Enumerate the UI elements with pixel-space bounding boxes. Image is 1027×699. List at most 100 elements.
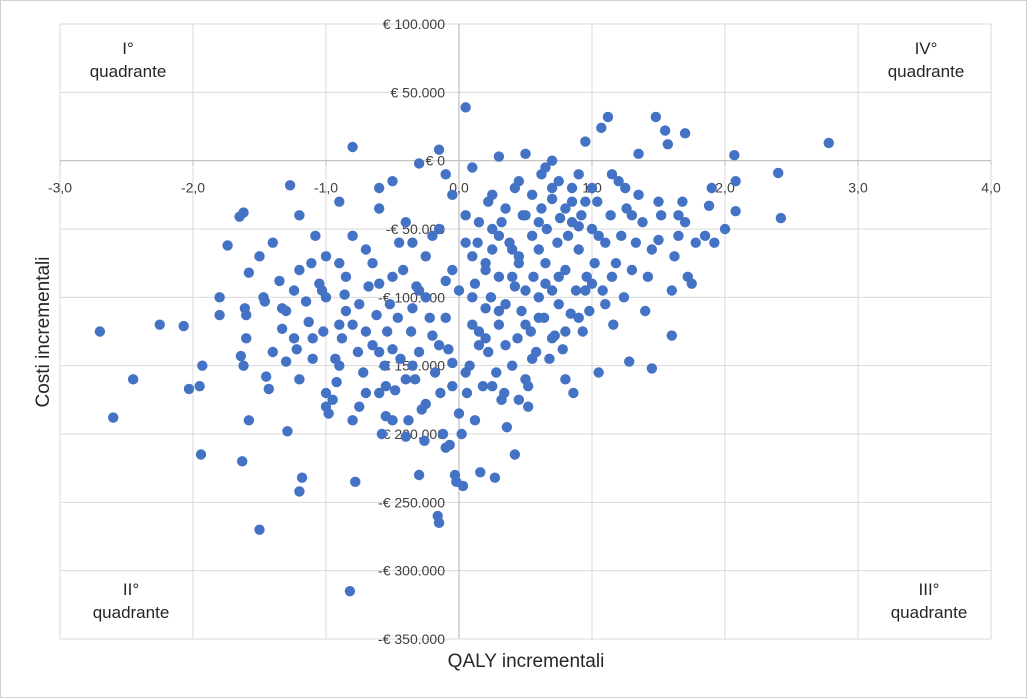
data-point — [703, 200, 715, 211]
data-point — [618, 292, 630, 303]
data-point — [243, 267, 255, 278]
data-point — [546, 333, 558, 344]
data-point — [376, 428, 388, 440]
data-point — [358, 367, 369, 378]
data-point — [473, 326, 485, 337]
data-point — [473, 339, 485, 351]
data-point — [433, 517, 445, 529]
data-point — [194, 380, 205, 392]
data-point — [214, 292, 225, 303]
data-point — [387, 175, 398, 187]
data-point — [473, 216, 485, 228]
data-point — [387, 415, 398, 426]
x-tick-label: -2,0 — [181, 180, 205, 196]
data-point — [407, 360, 418, 371]
data-point — [472, 237, 483, 248]
data-point — [655, 210, 667, 221]
data-point — [447, 357, 458, 369]
data-point — [294, 210, 305, 221]
y-tick-label: -€ 350.000 — [378, 631, 445, 647]
data-point — [513, 394, 525, 406]
data-point — [633, 189, 644, 201]
data-point — [360, 244, 372, 255]
data-point — [673, 210, 684, 221]
data-point — [610, 257, 622, 269]
data-point — [562, 230, 574, 242]
data-point — [709, 237, 720, 248]
data-point — [500, 203, 511, 214]
data-point — [453, 285, 465, 296]
data-point — [347, 141, 358, 153]
data-point — [280, 305, 292, 317]
data-point — [592, 196, 603, 207]
x-axis-title: QALY incrementali — [448, 651, 605, 672]
data-point — [487, 223, 498, 235]
data-point — [424, 312, 435, 324]
data-point — [284, 180, 296, 191]
data-point — [485, 292, 497, 303]
data-point — [602, 111, 614, 123]
data-point — [429, 367, 441, 378]
data-point — [573, 244, 584, 255]
data-point — [533, 312, 544, 324]
data-point — [420, 292, 431, 303]
data-point — [500, 339, 511, 351]
y-axis-title: Costi incrementali — [33, 257, 54, 408]
data-point — [440, 442, 451, 453]
data-point — [331, 376, 342, 388]
data-point — [294, 264, 305, 276]
data-point — [195, 449, 207, 460]
data-point — [566, 182, 578, 194]
data-point — [580, 196, 591, 207]
data-point — [303, 316, 314, 328]
data-point — [420, 251, 431, 262]
data-point — [241, 309, 252, 321]
quadrant-label-line: quadrante — [888, 62, 965, 81]
quadrant-label-line: IV° — [915, 39, 938, 58]
data-point — [584, 305, 595, 317]
data-point — [659, 125, 671, 136]
data-point — [307, 333, 318, 344]
data-point — [637, 216, 648, 228]
data-point — [509, 182, 521, 194]
data-point — [646, 244, 658, 255]
quadrant-label-top-right: IV° quadrante — [888, 39, 965, 81]
data-point — [565, 308, 576, 319]
data-point — [483, 346, 494, 358]
data-point — [389, 385, 401, 396]
data-point — [183, 383, 195, 395]
data-point — [440, 169, 451, 180]
data-point — [456, 428, 467, 440]
data-point — [730, 206, 741, 217]
data-point — [397, 264, 409, 276]
data-point — [580, 285, 591, 296]
data-point — [686, 278, 697, 289]
data-point — [222, 240, 233, 251]
data-point — [347, 319, 358, 330]
x-tick-label: -3,0 — [48, 180, 72, 196]
data-point — [288, 285, 300, 296]
data-point — [606, 271, 618, 283]
data-point — [541, 223, 552, 235]
data-point — [379, 360, 390, 371]
data-point — [666, 330, 677, 341]
data-point — [94, 326, 106, 337]
data-point — [673, 230, 684, 242]
data-point — [457, 480, 469, 492]
data-point — [699, 230, 711, 242]
data-point — [653, 196, 664, 207]
data-point — [600, 298, 611, 310]
data-points — [94, 102, 834, 597]
data-point — [443, 344, 454, 355]
data-point — [560, 374, 571, 385]
data-point — [259, 296, 271, 307]
data-point — [553, 175, 564, 187]
data-point — [381, 326, 393, 337]
quadrant-label-top-left: I° quadrante — [90, 39, 167, 81]
data-point — [363, 281, 374, 292]
data-point — [296, 472, 308, 483]
data-point — [626, 264, 638, 276]
data-point — [427, 230, 438, 242]
data-point — [520, 319, 531, 330]
